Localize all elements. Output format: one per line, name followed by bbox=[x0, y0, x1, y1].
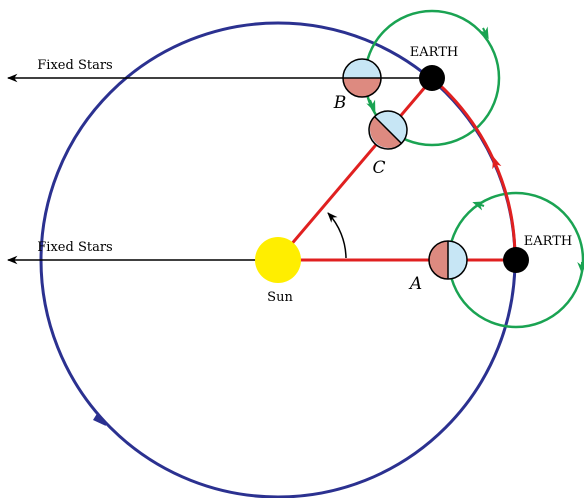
sun-earth-line bbox=[276, 85, 428, 261]
rotation-arrow bbox=[479, 26, 489, 40]
earth-path bbox=[431, 76, 517, 261]
earth bbox=[419, 65, 445, 91]
rotation-arrow bbox=[472, 201, 486, 211]
point-label: C bbox=[372, 158, 385, 178]
rotation-arrow bbox=[366, 99, 376, 113]
label: EARTH bbox=[410, 45, 458, 60]
label: Sun bbox=[267, 290, 293, 305]
point-label: B bbox=[333, 93, 347, 113]
point-label: A bbox=[408, 274, 422, 294]
label: Fixed Stars bbox=[37, 58, 112, 73]
moon-a bbox=[428, 240, 468, 280]
label: EARTH bbox=[524, 234, 572, 249]
label: Fixed Stars bbox=[37, 240, 112, 255]
earth bbox=[503, 247, 529, 273]
orbit-arrow-head bbox=[93, 412, 106, 426]
moon-c bbox=[368, 110, 408, 150]
earth-path-arrow bbox=[492, 156, 502, 170]
angle-arrow bbox=[327, 212, 347, 259]
sun bbox=[255, 237, 301, 283]
moon-b bbox=[342, 58, 382, 98]
